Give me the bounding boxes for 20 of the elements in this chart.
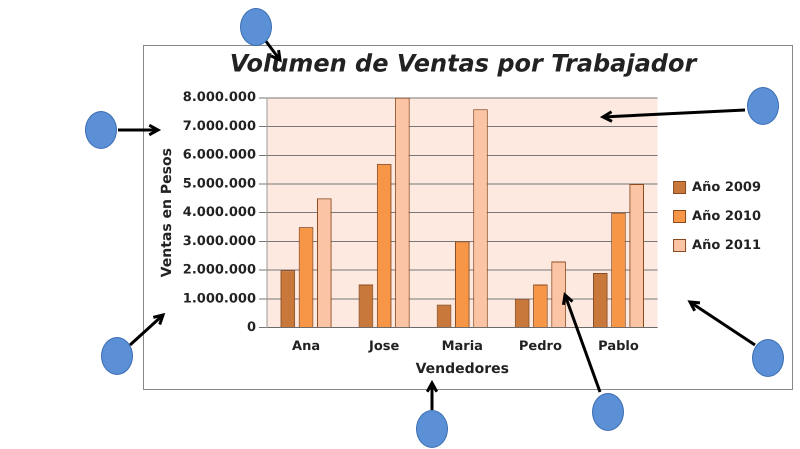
y-tick-label: 6.000.000 — [182, 148, 256, 163]
y-tick-label: 7.000.000 — [182, 118, 256, 134]
y-tick-label: 1.000.000 — [182, 291, 256, 306]
y-tick-label: 0 — [246, 320, 256, 335]
x-tick-label: Pedro — [518, 338, 562, 354]
y-axis-title: Ventas en Pesos — [159, 148, 176, 278]
x-axis-title: Vendedores — [416, 361, 509, 378]
x-tick-label: Maria — [442, 338, 483, 354]
y-tick-label: 5.000.000 — [182, 176, 256, 192]
chart-title: Volumen de Ventas por Trabajador — [230, 50, 698, 78]
y-tick-label: 2.000.000 — [182, 262, 256, 278]
x-tick-label: Ana — [292, 338, 320, 354]
y-tick-label: 4.000.000 — [182, 205, 256, 220]
legend-label: Año 2009 — [692, 180, 762, 195]
x-tick-label: Pablo — [598, 338, 639, 354]
legend-label: Año 2011 — [692, 238, 762, 253]
y-tick-label: 3.000.000 — [182, 234, 256, 249]
x-tick-label: Jose — [368, 338, 400, 354]
legend-label: Año 2010 — [692, 208, 762, 224]
y-tick-label: 8.000.000 — [182, 90, 256, 106]
